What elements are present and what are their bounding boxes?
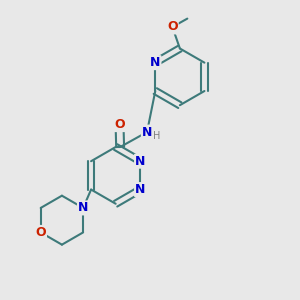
Text: N: N bbox=[135, 183, 146, 196]
Text: N: N bbox=[150, 56, 160, 69]
Text: N: N bbox=[142, 126, 152, 139]
Text: N: N bbox=[78, 201, 88, 214]
Text: O: O bbox=[167, 20, 178, 34]
Text: N: N bbox=[135, 155, 146, 168]
Text: H: H bbox=[153, 131, 160, 141]
Text: O: O bbox=[35, 226, 46, 239]
Text: O: O bbox=[114, 118, 125, 131]
